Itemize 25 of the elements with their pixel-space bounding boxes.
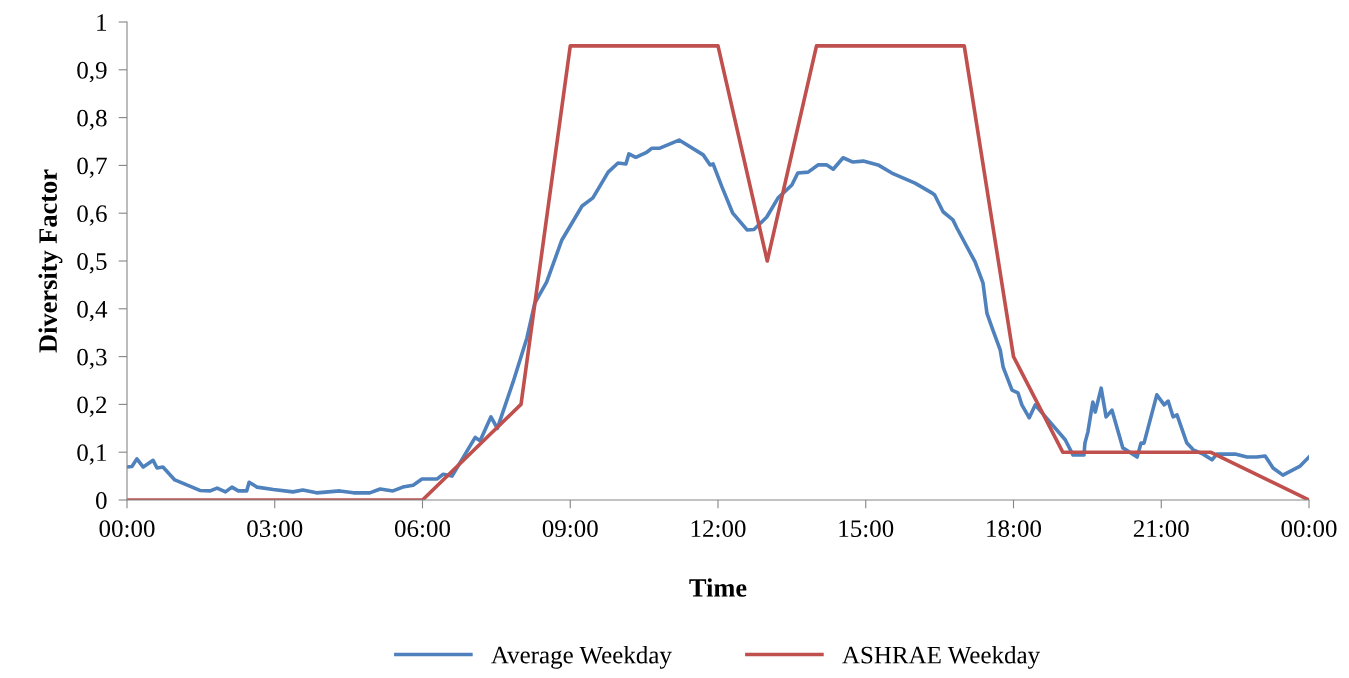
legend-label: Average Weekday — [491, 645, 672, 669]
legend-label: ASHRAE Weekday — [842, 645, 1041, 669]
x-axis-title: Time — [689, 578, 747, 597]
y-tick-label: 0,3 — [77, 348, 107, 370]
y-tick-label: 1 — [97, 14, 107, 31]
y-axis-title: Diversity Factor — [38, 169, 63, 353]
y-tick-label: 0,7 — [77, 157, 107, 178]
x-tick-label: 21:00 — [1133, 520, 1189, 538]
x-tick-label: 00:00 — [99, 520, 155, 538]
x-tick-label: 09:00 — [542, 520, 598, 538]
y-tick-label: 0,6 — [77, 205, 107, 226]
line-series — [127, 138, 1309, 495]
x-tick-label: 15:00 — [839, 520, 894, 538]
x-tick-label: 06:00 — [394, 520, 451, 538]
y-tick-label: 0,8 — [77, 109, 107, 131]
y-tick-label: 0 — [96, 492, 107, 509]
y-tick-label: 0,1 — [77, 444, 107, 465]
x-tick-label: 03:00 — [247, 520, 303, 538]
x-tick-label: 12:00 — [691, 520, 746, 538]
y-tick-label: 0,4 — [77, 300, 108, 322]
y-tick-label: 0,2 — [77, 396, 107, 417]
y-tick-label: 0,9 — [77, 61, 107, 83]
y-tick-label: 0,5 — [77, 253, 107, 274]
x-tick-label: 00:00 — [1281, 520, 1337, 538]
x-tick-label: 18:00 — [987, 520, 1042, 538]
